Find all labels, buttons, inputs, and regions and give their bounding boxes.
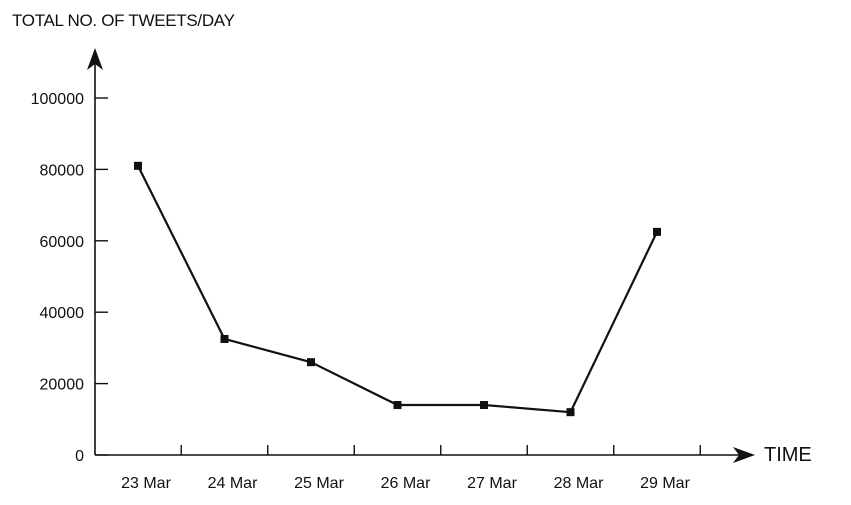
series-layer	[134, 161, 661, 417]
y-axis-arrow-icon	[87, 48, 103, 70]
data-point-marker	[393, 401, 402, 410]
data-point-marker	[653, 227, 661, 236]
y-ticks: 0 20000 40000 60000 80000 100000	[31, 91, 108, 465]
y-axis-title: TOTAL NO. OF TWEETS/DAY	[12, 11, 235, 30]
x-tick-label: 27 Mar	[467, 475, 517, 492]
x-axis-title: TIME	[764, 444, 812, 466]
data-point-marker	[220, 334, 229, 343]
y-tick-label: 80000	[40, 162, 85, 179]
x-tick-label: 24 Mar	[208, 475, 258, 492]
axes-layer	[87, 48, 755, 463]
data-point-marker	[480, 401, 488, 410]
x-tick-label: 23 Mar	[121, 475, 171, 492]
x-tick-label: 28 Mar	[554, 475, 604, 492]
x-tick-label: 25 Mar	[294, 475, 344, 492]
x-ticks: 23 Mar 24 Mar 25 Mar 26 Mar 27 Mar 28 Mar 29 M…	[121, 445, 701, 492]
x-axis-arrow-icon	[733, 447, 755, 463]
y-tick-label: 0	[75, 448, 84, 465]
series-line	[137, 165, 658, 414]
y-tick-label: 60000	[40, 234, 85, 251]
data-point-marker	[307, 358, 315, 367]
data-point-marker	[134, 161, 142, 170]
data-point-marker	[566, 408, 575, 417]
x-tick-label: 29 Mar	[640, 475, 690, 492]
x-tick-label: 26 Mar	[381, 475, 431, 492]
y-tick-label: 100000	[31, 91, 84, 108]
y-tick-label: 40000	[40, 305, 85, 322]
y-tick-label: 20000	[40, 377, 85, 394]
